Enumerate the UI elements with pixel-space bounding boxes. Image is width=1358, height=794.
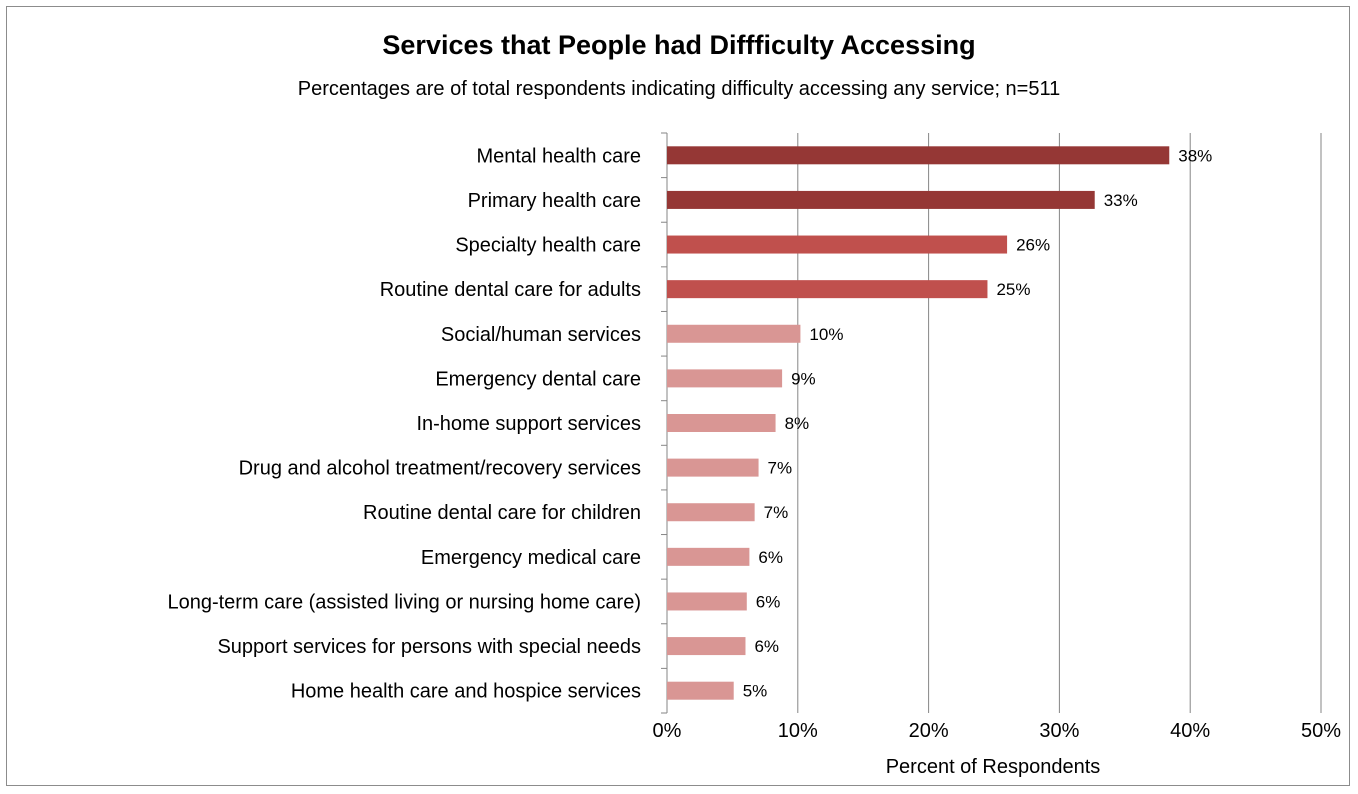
bar bbox=[667, 414, 776, 432]
data-label: 7% bbox=[764, 503, 789, 522]
data-label: 25% bbox=[996, 280, 1030, 299]
chart-title: Services that People had Diffficulty Acc… bbox=[382, 30, 976, 60]
x-tick-label: 50% bbox=[1301, 720, 1341, 742]
category-label: Support services for persons with specia… bbox=[217, 636, 641, 658]
labels: 0% 10% 20% 30% 40% 50% Mental health care 38% Pr… bbox=[167, 145, 1341, 742]
category-label: Routine dental care for children bbox=[363, 502, 641, 524]
bar bbox=[667, 458, 759, 477]
bar bbox=[667, 547, 750, 566]
category-label: Specialty health care bbox=[455, 235, 641, 257]
bar bbox=[667, 324, 801, 343]
data-label: 6% bbox=[754, 637, 779, 656]
x-tick-label: 10% bbox=[778, 720, 818, 742]
category-label: In-home support services bbox=[416, 413, 641, 435]
data-label: 38% bbox=[1178, 146, 1212, 165]
bar bbox=[667, 369, 783, 388]
data-label: 8% bbox=[785, 414, 810, 433]
bar bbox=[667, 637, 746, 656]
x-tick-label: 40% bbox=[1170, 720, 1210, 742]
bars bbox=[667, 146, 1170, 700]
data-label: 7% bbox=[768, 459, 793, 478]
x-tick-label: 20% bbox=[909, 720, 949, 742]
data-label: 6% bbox=[758, 548, 783, 567]
bar bbox=[667, 280, 988, 299]
gridlines bbox=[661, 132, 1322, 714]
category-label: Emergency medical care bbox=[421, 547, 641, 569]
category-label: Social/human services bbox=[441, 324, 641, 346]
bar bbox=[667, 146, 1170, 165]
category-label: Primary health care bbox=[468, 190, 641, 212]
data-label: 26% bbox=[1016, 236, 1050, 255]
category-label: Routine dental care for adults bbox=[380, 279, 641, 301]
data-label: 5% bbox=[743, 682, 768, 701]
x-tick-label: 30% bbox=[1039, 720, 1079, 742]
data-label: 10% bbox=[809, 325, 843, 344]
category-label: Home health care and hospice services bbox=[291, 681, 641, 703]
bar bbox=[667, 681, 734, 700]
bar bbox=[667, 592, 747, 611]
data-label: 9% bbox=[791, 369, 816, 388]
category-label: Mental health care bbox=[476, 145, 641, 167]
category-label: Drug and alcohol treatment/recovery serv… bbox=[239, 458, 641, 480]
bar bbox=[667, 190, 1095, 209]
bar bbox=[667, 503, 755, 522]
data-label: 33% bbox=[1104, 191, 1138, 210]
chart-frame bbox=[6, 6, 1350, 786]
chart-subtitle: Percentages are of total respondents ind… bbox=[297, 78, 1061, 100]
bar bbox=[667, 235, 1008, 254]
data-label: 6% bbox=[756, 592, 781, 611]
category-label: Emergency dental care bbox=[435, 368, 641, 390]
category-label: Long-term care (assisted living or nursi… bbox=[167, 591, 641, 613]
x-tick-label: 0% bbox=[653, 720, 682, 742]
x-axis-title: Percent of Respondents bbox=[886, 756, 1101, 778]
